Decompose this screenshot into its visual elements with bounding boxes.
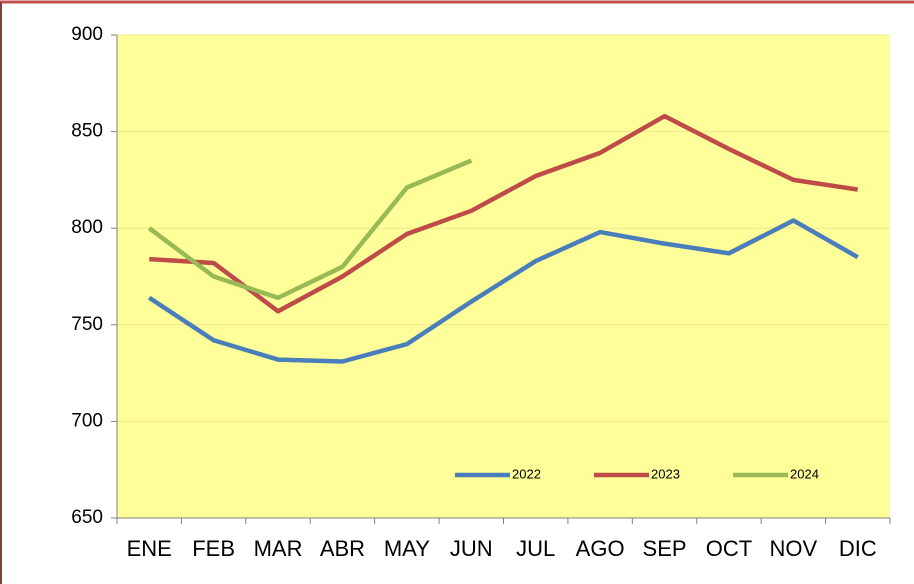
plot-area (117, 35, 890, 518)
x-tick-label: ENE (127, 536, 172, 561)
x-tick-label: ABR (320, 536, 365, 561)
x-tick-label: JUL (516, 536, 555, 561)
legend-label: 2023 (651, 466, 680, 481)
y-tick-label: 900 (71, 24, 103, 45)
x-tick-label: SEP (643, 536, 687, 561)
legend-label: 2024 (790, 466, 819, 481)
x-tick-label: NOV (770, 536, 818, 561)
series-line (147, 218, 859, 364)
series-line (147, 158, 473, 301)
y-tick-label: 800 (71, 217, 103, 238)
y-tick-label: 700 (71, 410, 103, 431)
x-tick-label: OCT (706, 536, 752, 561)
x-tick-label: MAR (254, 536, 303, 561)
x-tick-label: JUN (450, 536, 493, 561)
legend-label: 2022 (512, 466, 541, 481)
y-tick-label: 750 (71, 314, 103, 335)
y-tick-label: 850 (71, 121, 103, 142)
x-tick-label: FEB (192, 536, 235, 561)
y-tick-label: 650 (71, 507, 103, 528)
x-tick-label: MAY (384, 536, 430, 561)
x-tick-label: DIC (839, 536, 877, 561)
x-tick-label: AGO (576, 536, 625, 561)
series-line (149, 113, 859, 314)
